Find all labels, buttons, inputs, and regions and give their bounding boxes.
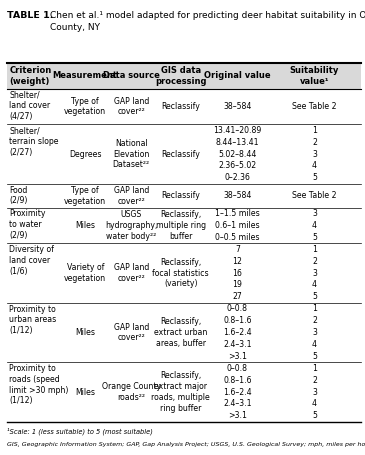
Text: 5: 5 (312, 233, 317, 242)
Bar (7, 63, 361, 89)
Text: ¹Scale: 1 (less suitable) to 5 (most suitable): ¹Scale: 1 (less suitable) to 5 (most sui… (7, 427, 153, 435)
Text: 3: 3 (312, 388, 317, 397)
Text: 2.4–3.1: 2.4–3.1 (223, 399, 252, 409)
Text: Reclassify,
multiple ring
buffer: Reclassify, multiple ring buffer (156, 210, 206, 241)
Text: 7: 7 (235, 245, 240, 254)
Text: Reclassify,
extract urban
areas, buffer: Reclassify, extract urban areas, buffer (154, 317, 207, 348)
Text: Variety of
vegetation: Variety of vegetation (64, 263, 106, 283)
Text: Orange County
roads²²: Orange County roads²² (102, 382, 161, 402)
Text: Reclassify: Reclassify (161, 150, 200, 159)
Text: 0–0.8: 0–0.8 (227, 364, 248, 373)
Text: GIS, Geographic Information System; GAP, Gap Analysis Project; USGS, U.S. Geolog: GIS, Geographic Information System; GAP,… (7, 442, 365, 447)
Text: 5: 5 (312, 173, 317, 182)
Text: Shelter/
terrain slope
(2/27): Shelter/ terrain slope (2/27) (9, 126, 59, 157)
Text: Degrees: Degrees (69, 150, 101, 159)
Text: Type of
vegetation: Type of vegetation (64, 186, 106, 206)
Text: 3: 3 (312, 150, 317, 159)
Text: Miles: Miles (75, 328, 95, 337)
Text: Miles: Miles (75, 221, 95, 230)
Text: 0–2.36: 0–2.36 (224, 173, 250, 182)
Text: 0–0.8: 0–0.8 (227, 304, 248, 313)
Text: Reclassify: Reclassify (161, 102, 200, 111)
Text: Reclassify,
extract major
roads, multiple
ring buffer: Reclassify, extract major roads, multipl… (151, 371, 210, 413)
Text: 5: 5 (312, 411, 317, 420)
Text: National
Elevation
Dataset²²: National Elevation Dataset²² (113, 139, 150, 169)
Text: 0.8–1.6: 0.8–1.6 (223, 316, 252, 325)
Text: 38–584: 38–584 (223, 191, 251, 200)
Text: Proximity to
urban areas
(1/12): Proximity to urban areas (1/12) (9, 305, 56, 335)
Text: 8.44–13.41: 8.44–13.41 (216, 138, 259, 147)
Text: 5: 5 (312, 352, 317, 361)
Text: Miles: Miles (75, 388, 95, 397)
Text: 4: 4 (312, 221, 317, 230)
Text: 16: 16 (233, 268, 242, 278)
Text: 4: 4 (312, 162, 317, 171)
Text: 1–1.5 miles: 1–1.5 miles (215, 209, 260, 218)
Text: 1: 1 (312, 304, 317, 313)
Text: GAP land
cover²²: GAP land cover²² (114, 186, 149, 206)
Text: 27: 27 (233, 293, 242, 301)
Text: GIS data
processing: GIS data processing (155, 66, 207, 86)
Text: 5.02–8.44: 5.02–8.44 (218, 150, 257, 159)
Text: USGS
hydrography,
water body²²: USGS hydrography, water body²² (105, 210, 157, 241)
Text: GAP land
cover²²: GAP land cover²² (114, 263, 149, 283)
Text: 2: 2 (312, 376, 317, 384)
Text: See Table 2: See Table 2 (292, 102, 337, 111)
Text: 19: 19 (233, 280, 242, 289)
Text: Measurement: Measurement (53, 71, 118, 80)
Text: 38–584: 38–584 (223, 102, 251, 111)
Text: Food
(2/9): Food (2/9) (9, 186, 27, 205)
Text: Chen et al.¹ model adapted for predicting deer habitat suitability in Orange
Cou: Chen et al.¹ model adapted for predictin… (50, 11, 365, 32)
Text: 0.6–1 miles: 0.6–1 miles (215, 221, 260, 230)
Text: 1: 1 (312, 126, 317, 135)
Text: Criterion
(weight): Criterion (weight) (9, 66, 51, 86)
Text: Proximity
to water
(2/9): Proximity to water (2/9) (9, 209, 46, 240)
Text: 0–0.5 miles: 0–0.5 miles (215, 233, 260, 242)
Text: 1.6–2.4: 1.6–2.4 (223, 328, 252, 337)
Text: Proximity to
roads (speed
limit >30 mph)
(1/12): Proximity to roads (speed limit >30 mph)… (9, 364, 69, 405)
Text: 12: 12 (233, 257, 242, 266)
Text: Reclassify: Reclassify (161, 191, 200, 200)
Text: 4: 4 (312, 280, 317, 289)
Text: 1: 1 (312, 364, 317, 373)
Text: >3.1: >3.1 (228, 352, 247, 361)
Text: GAP land
cover²²: GAP land cover²² (114, 96, 149, 116)
Text: 3: 3 (312, 328, 317, 337)
Text: 4: 4 (312, 340, 317, 349)
Text: 3: 3 (312, 268, 317, 278)
Text: >3.1: >3.1 (228, 411, 247, 420)
Text: Diversity of
land cover
(1/6): Diversity of land cover (1/6) (9, 245, 54, 276)
Text: Reclassify,
focal statistics
(variety): Reclassify, focal statistics (variety) (153, 258, 209, 288)
Text: 1: 1 (312, 245, 317, 254)
Text: 2: 2 (312, 316, 317, 325)
Text: 2.4–3.1: 2.4–3.1 (223, 340, 252, 349)
Text: See Table 2: See Table 2 (292, 191, 337, 200)
Text: Data source: Data source (103, 71, 160, 80)
Text: 3: 3 (312, 209, 317, 218)
Text: 2: 2 (312, 257, 317, 266)
Text: Suitability
value¹: Suitability value¹ (290, 66, 339, 86)
Text: 2.36–5.02: 2.36–5.02 (218, 162, 257, 171)
Text: GAP land
cover²²: GAP land cover²² (114, 323, 149, 343)
Text: 0.8–1.6: 0.8–1.6 (223, 376, 252, 384)
Text: 5: 5 (312, 293, 317, 301)
Text: 13.41–20.89: 13.41–20.89 (213, 126, 262, 135)
Text: Original value: Original value (204, 71, 271, 80)
Text: Shelter/
land cover
(4/27): Shelter/ land cover (4/27) (9, 91, 50, 121)
Text: 1.6–2.4: 1.6–2.4 (223, 388, 252, 397)
Text: TABLE 1.: TABLE 1. (7, 11, 54, 20)
Text: 4: 4 (312, 399, 317, 409)
Text: Type of
vegetation: Type of vegetation (64, 96, 106, 116)
Text: 2: 2 (312, 138, 317, 147)
